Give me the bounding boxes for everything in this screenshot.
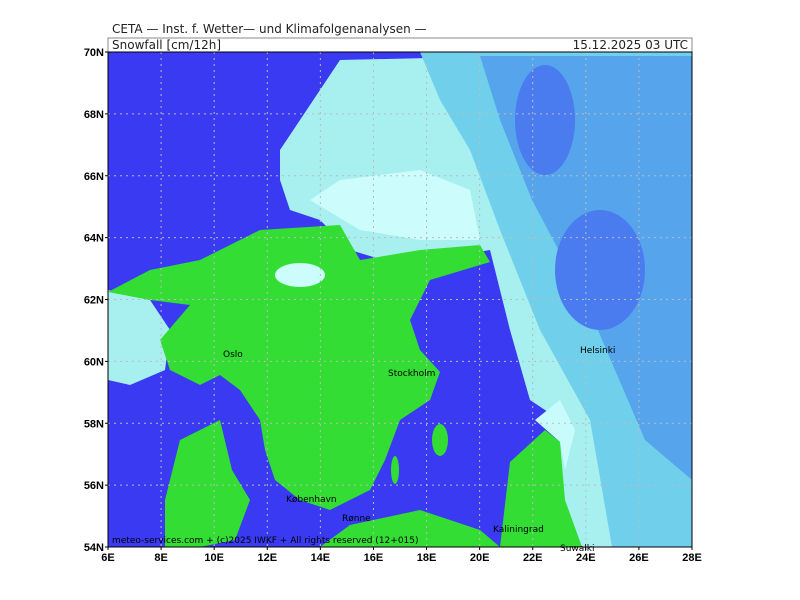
- valid-time: 15.12.2025 03 UTC: [573, 38, 688, 52]
- lon-label: 24E: [576, 552, 596, 564]
- lon-label: 12E: [257, 552, 277, 564]
- snow-pale: [535, 400, 575, 470]
- land: [165, 420, 250, 547]
- lon-label: 6E: [101, 552, 114, 564]
- island: [432, 424, 448, 456]
- copyright: meteo-services.com + (c)2025 IWKF + All …: [112, 536, 419, 546]
- city-label: Kaliningrad: [493, 525, 544, 535]
- lon-label: 26E: [629, 552, 649, 564]
- institute: CETA — Inst. f. Wetter— und Klimafolgena…: [112, 22, 427, 36]
- lat-label: 60N: [84, 356, 104, 368]
- lon-label: 28E: [682, 552, 702, 564]
- city-label: Oslo: [223, 350, 243, 360]
- lat-label: 54N: [84, 542, 104, 554]
- land: [320, 510, 500, 547]
- lon-label: 10E: [204, 552, 224, 564]
- lat-label: 70N: [84, 47, 104, 59]
- land: [108, 225, 490, 510]
- title: Snowfall [cm/12h]: [112, 38, 221, 52]
- snow-light: [108, 290, 170, 385]
- lat-label: 68N: [84, 109, 104, 121]
- snow-max: [515, 65, 575, 175]
- land: [500, 430, 582, 547]
- lat-label: 58N: [84, 418, 104, 430]
- lat-label: 64N: [84, 233, 104, 245]
- map-area: [108, 52, 692, 547]
- snow-max: [555, 210, 645, 330]
- graticule: [108, 52, 692, 547]
- labels: 54N 56N 58N 60N 62N 64N 66N 68N 70N 6E 8E 10E 12E 14E…: [84, 47, 702, 564]
- lon-label: 22E: [523, 552, 543, 564]
- city-label: København: [286, 495, 337, 505]
- snow-pale: [310, 170, 480, 240]
- lon-label: 20E: [470, 552, 490, 564]
- city-label: Helsinki: [580, 346, 615, 356]
- island: [391, 456, 399, 484]
- lon-label: 8E: [154, 552, 167, 564]
- lon-label: 18E: [417, 552, 437, 564]
- city-label: Rønne: [342, 514, 371, 524]
- lon-label: 14E: [311, 552, 331, 564]
- lat-label: 56N: [84, 480, 104, 492]
- city-label: Stockholm: [388, 369, 435, 379]
- snow-pale: [275, 263, 325, 287]
- city-label: Suwalki: [560, 544, 595, 554]
- lat-label: 62N: [84, 295, 104, 307]
- lat-label: 66N: [84, 171, 104, 183]
- lon-label: 16E: [364, 552, 384, 564]
